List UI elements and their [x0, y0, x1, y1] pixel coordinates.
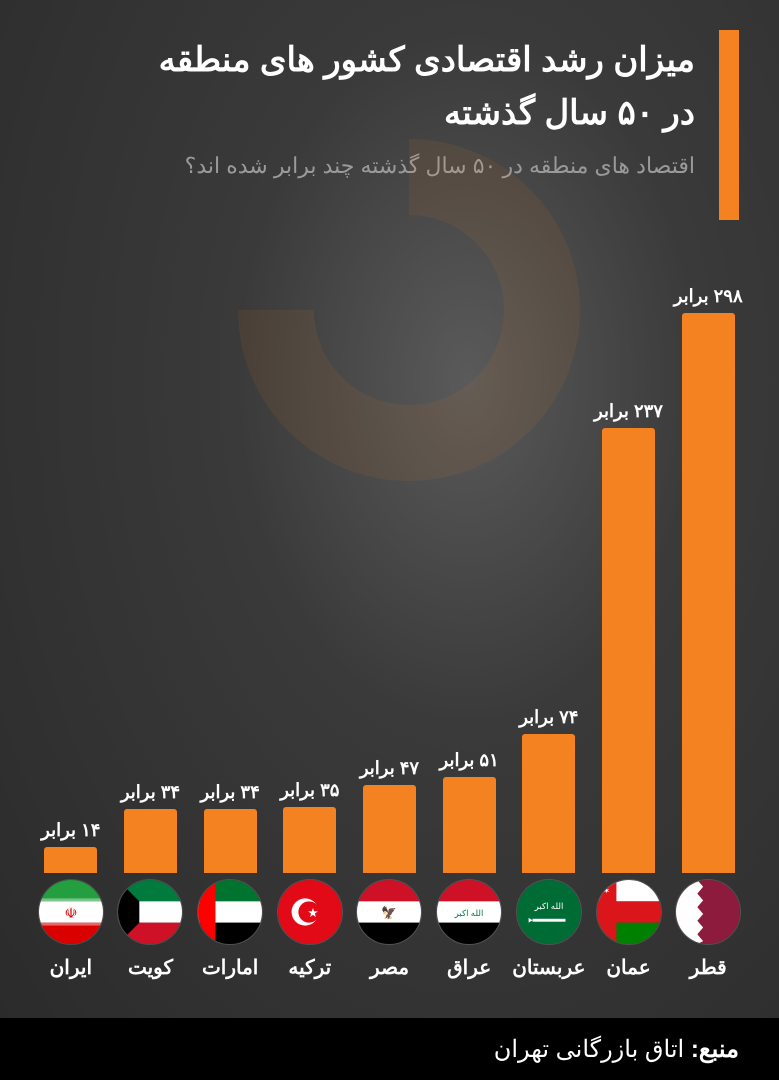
saudi-flag-icon: الله اکبر [516, 879, 582, 945]
bar [602, 428, 655, 873]
bar [443, 777, 496, 873]
svg-text:الله اکبر: الله اکبر [533, 901, 563, 912]
bar-value-label: ۱۴ برابر [41, 820, 100, 841]
bar-value-label: ۲۹۸ برابر [674, 286, 743, 307]
title-line-1: میزان رشد اقتصادی کشور های منطقه [40, 34, 695, 87]
iran-flag-icon: ☫ [38, 879, 104, 945]
svg-text:★: ★ [307, 906, 318, 920]
bar-col-iraq: ۵۱ برابر الله اکبر عراق [432, 260, 506, 980]
egypt-flag-icon: 🦅 [356, 879, 422, 945]
bar [682, 313, 735, 873]
qatar-flag-icon [675, 879, 741, 945]
bar-col-iran: ۱۴ برابر ☫ ایران [34, 260, 108, 980]
bar-value-label: ۳۵ برابر [280, 780, 339, 801]
bar-value-label: ۳۴ برابر [121, 782, 180, 803]
bar [363, 785, 416, 873]
country-name: عراق [447, 955, 491, 980]
country-name: کویت [128, 955, 173, 980]
kuwait-flag-icon [117, 879, 183, 945]
country-name: مصر [370, 955, 409, 980]
bar-value-label: ۷۴ برابر [519, 707, 578, 728]
svg-text:☫: ☫ [64, 906, 77, 922]
bar-col-qatar: ۲۹۸ برابر قطر [671, 260, 745, 980]
bar-col-egypt: ۴۷ برابر 🦅 مصر [353, 260, 427, 980]
bar-chart: ۲۹۸ برابر قطر ۲۳۷ برابر ✶ عمان ۷۴ برابر الله ا… [34, 260, 745, 980]
oman-flag-icon: ✶ [596, 879, 662, 945]
bar [44, 847, 97, 873]
footer-source: اتاق بازرگانی تهران [494, 1036, 685, 1063]
country-name: عربستان [512, 955, 585, 980]
svg-text:✶: ✶ [603, 886, 610, 896]
bar-value-label: ۴۷ برابر [360, 758, 419, 779]
bar-col-turkey: ۳۵ برابر ★ ترکیه [273, 260, 347, 980]
turkey-flag-icon: ★ [277, 879, 343, 945]
country-name: عمان [606, 955, 650, 980]
bar [204, 809, 257, 873]
bar-value-label: ۵۱ برابر [440, 750, 499, 771]
bar-col-kuwait: ۳۴ برابر کویت [114, 260, 188, 980]
svg-text:الله اکبر: الله اکبر [454, 908, 484, 919]
footer-label: منبع: [691, 1036, 739, 1063]
svg-text:🦅: 🦅 [382, 905, 398, 920]
bar-value-label: ۳۴ برابر [201, 782, 260, 803]
bar-col-saudi: ۷۴ برابر الله اکبر عربستان [512, 260, 586, 980]
country-name: قطر [690, 955, 727, 980]
country-name: ایران [50, 955, 92, 980]
bar [124, 809, 177, 873]
country-name: امارات [202, 955, 258, 980]
country-name: ترکیه [288, 955, 331, 980]
bar-col-oman: ۲۳۷ برابر ✶ عمان [592, 260, 666, 980]
bar [283, 807, 336, 873]
accent-bar [719, 30, 739, 220]
iraq-flag-icon: الله اکبر [436, 879, 502, 945]
bar-value-label: ۲۳۷ برابر [594, 401, 663, 422]
uae-flag-icon [197, 879, 263, 945]
bar-col-uae: ۳۴ برابر امارات [193, 260, 267, 980]
footer-text: منبع: اتاق بازرگانی تهران [494, 1035, 739, 1064]
footer: منبع: اتاق بازرگانی تهران [0, 1018, 779, 1080]
bar [522, 734, 575, 873]
